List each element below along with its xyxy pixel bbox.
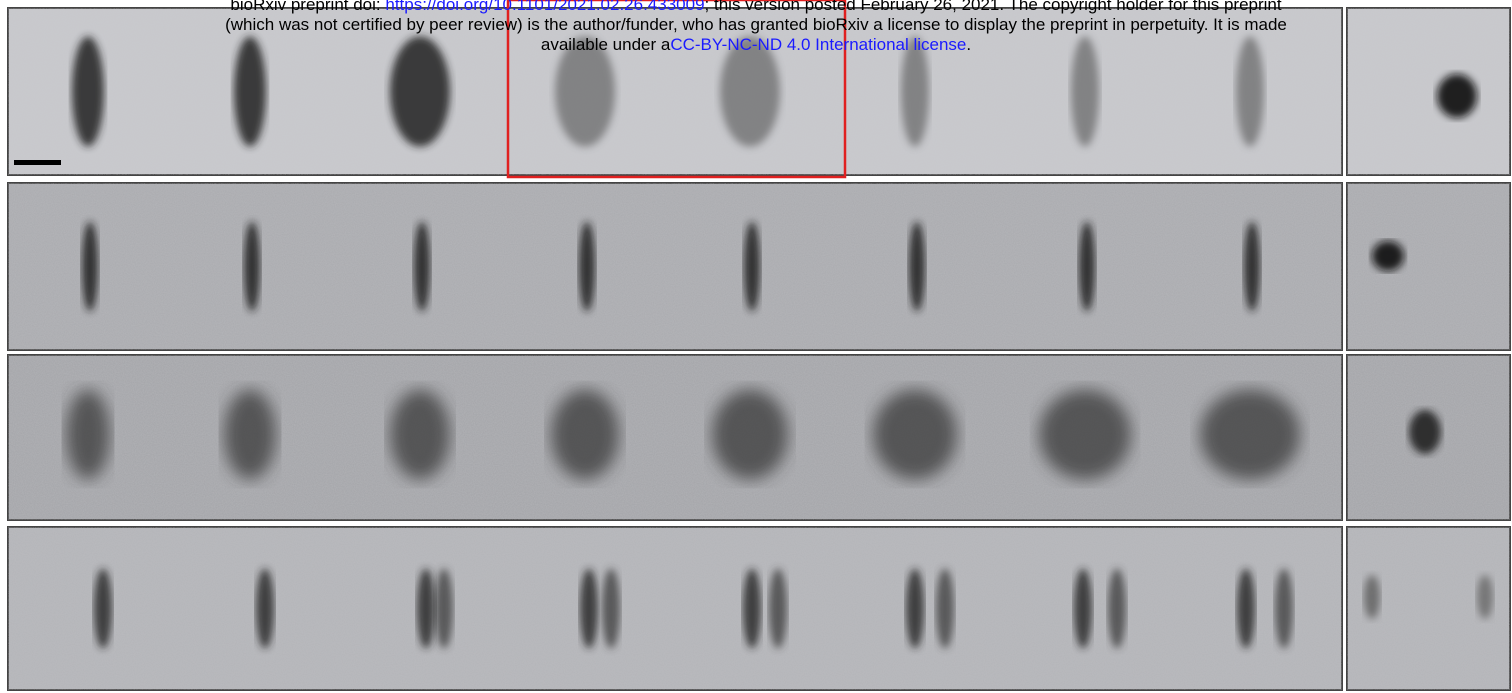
chromosome xyxy=(1108,569,1126,649)
chromosome xyxy=(1200,390,1300,480)
chromosome xyxy=(936,569,954,649)
chromosome xyxy=(66,390,110,480)
chromosome xyxy=(602,569,620,649)
scale-bar xyxy=(14,160,61,165)
chromosome-small-panel xyxy=(1372,241,1404,271)
chromosome xyxy=(1039,390,1131,480)
text: ; this version posted February 26, 2021.… xyxy=(705,0,1282,14)
chromosome-small-panel xyxy=(1477,575,1493,619)
header-line-1: bioRxiv preprint doi: https://doi.org/10… xyxy=(0,0,1512,15)
doi-link[interactable]: https://doi.org/10.1101/2021.02.26.43300… xyxy=(385,0,704,14)
chromosome xyxy=(224,390,276,480)
chromosome xyxy=(1244,222,1260,312)
text: bioRxiv preprint doi: xyxy=(230,0,385,14)
chromosome xyxy=(1237,569,1255,649)
chromosome xyxy=(417,569,435,649)
chromosome xyxy=(1074,569,1092,649)
chromosome xyxy=(256,569,274,649)
chromosome xyxy=(82,222,98,312)
panel-noise xyxy=(8,183,1342,350)
preprint-header: bioRxiv preprint doi: https://doi.org/10… xyxy=(0,0,1512,55)
chromosome xyxy=(390,390,450,480)
chromosome-small-panel xyxy=(1437,74,1477,118)
page: bioRxiv preprint doi: https://doi.org/10… xyxy=(0,0,1512,693)
chromosome xyxy=(909,222,925,312)
chromosome xyxy=(244,222,260,312)
chromosome xyxy=(769,569,787,649)
chromosome xyxy=(579,222,595,312)
chromosome xyxy=(712,390,788,480)
chromosome xyxy=(94,569,112,649)
chromosome xyxy=(744,222,760,312)
panel-noise xyxy=(8,527,1342,690)
chromosome xyxy=(1079,222,1095,312)
panel-noise xyxy=(1347,183,1510,350)
chromosome xyxy=(906,569,924,649)
panel-noise xyxy=(8,355,1342,520)
chromosome xyxy=(414,222,430,312)
license-link[interactable]: CC-BY-NC-ND 4.0 International license xyxy=(670,35,966,54)
chromosome xyxy=(551,390,619,480)
chromosome-small-panel xyxy=(1409,410,1441,454)
figure xyxy=(0,0,1512,693)
chromosome xyxy=(1275,569,1293,649)
header-line-2: (which was not certified by peer review)… xyxy=(0,15,1512,35)
text: available under a xyxy=(541,35,670,54)
header-line-3: available under aCC-BY-NC-ND 4.0 Interna… xyxy=(0,35,1512,55)
chromosome xyxy=(580,569,598,649)
chromosome xyxy=(873,390,957,480)
chromosome xyxy=(743,569,761,649)
text: . xyxy=(966,35,971,54)
chromosome xyxy=(435,569,453,649)
chromosome-small-panel xyxy=(1364,575,1380,619)
